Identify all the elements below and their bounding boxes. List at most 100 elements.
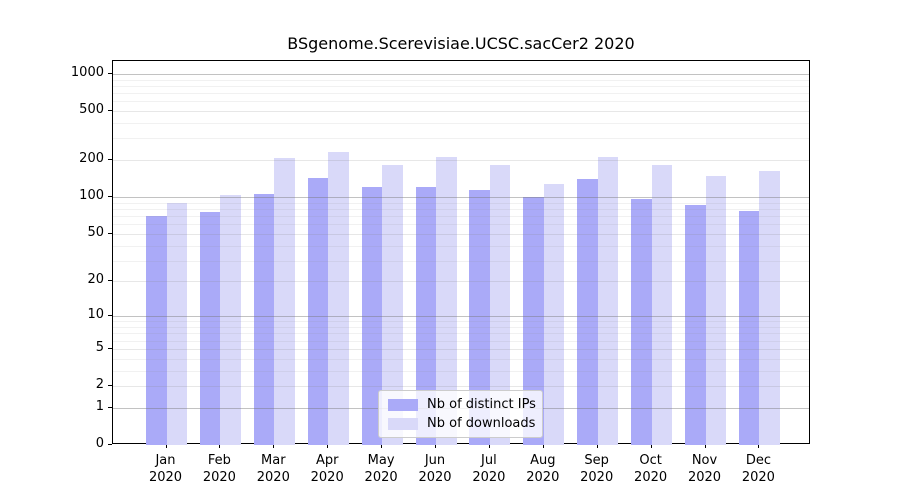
y-tick-mark-5 <box>108 347 112 349</box>
bar-downloads-jan <box>166 202 187 445</box>
x-tick-mark-jul <box>488 444 490 448</box>
x-tick-month: Dec <box>745 453 771 468</box>
x-tick-mark-sep <box>596 444 598 448</box>
y-tick-label-50: 50 <box>87 224 104 240</box>
chart-title: BSgenome.Scerevisiae.UCSC.sacCer2 2020 <box>287 34 635 53</box>
x-tick-month: Jul <box>481 453 497 468</box>
y-tick-mark-50 <box>108 232 112 234</box>
bar-distinct-ips-feb <box>199 211 221 445</box>
y-tick-label-1: 1 <box>95 398 104 414</box>
x-tick-label-feb: Feb 2020 <box>189 452 249 486</box>
bar-downloads-feb <box>220 194 241 445</box>
x-tick-year: 2020 <box>202 470 236 485</box>
x-tick-year: 2020 <box>148 470 183 485</box>
x-tick-year: 2020 <box>580 470 614 485</box>
x-tick-year: 2020 <box>364 470 398 485</box>
x-tick-month: Feb <box>207 453 231 468</box>
bar-downloads-jul <box>489 164 511 445</box>
x-tick-label-dec: Dec 2020 <box>728 452 788 486</box>
legend-swatch-distinct-ips <box>388 398 418 411</box>
bar-distinct-ips-apr <box>307 177 329 445</box>
x-tick-month: Jan <box>155 453 176 468</box>
y-tick-label-10: 10 <box>87 307 104 323</box>
bar-distinct-ips-oct <box>631 198 652 445</box>
bar-downloads-jun <box>436 157 457 445</box>
x-tick-year: 2020 <box>418 470 452 485</box>
y-tick-label-0: 0 <box>95 436 104 451</box>
x-tick-mark-dec <box>758 444 760 448</box>
x-tick-month: Jun <box>424 453 446 468</box>
bar-distinct-ips-sep <box>577 178 598 445</box>
x-tick-mark-aug <box>542 444 544 448</box>
legend-label-downloads: Nb of downloads <box>427 416 536 431</box>
x-tick-year: 2020 <box>256 470 290 485</box>
y-tick-label-100: 100 <box>79 188 104 204</box>
bar-distinct-ips-may <box>361 187 383 445</box>
y-tick-label-1000: 1000 <box>70 64 104 80</box>
y-tick-label-5: 5 <box>95 339 104 355</box>
y-tick-mark-200 <box>108 159 112 161</box>
x-tick-label-aug: Aug 2020 <box>513 452 573 486</box>
legend-label-distinct-ips: Nb of distinct IPs <box>427 397 536 412</box>
bar-downloads-apr <box>328 152 349 445</box>
x-tick-year: 2020 <box>526 470 560 485</box>
x-tick-mark-mar <box>273 444 275 448</box>
x-tick-mark-feb <box>219 444 221 448</box>
bars-layer <box>113 61 809 445</box>
x-tick-label-oct: Oct 2020 <box>621 452 681 486</box>
legend: Nb of distinct IPs Nb of downloads <box>378 390 543 438</box>
x-tick-month: Nov <box>691 453 718 468</box>
bar-downloads-nov <box>705 175 726 445</box>
bar-distinct-ips-aug <box>523 197 544 445</box>
bar-distinct-ips-jul <box>469 189 490 445</box>
bar-distinct-ips-nov <box>685 204 706 445</box>
x-tick-label-nov: Nov 2020 <box>675 452 735 486</box>
y-tick-mark-0 <box>108 444 112 445</box>
y-tick-mark-2 <box>108 385 112 386</box>
y-tick-label-200: 200 <box>79 151 104 167</box>
bar-downloads-sep <box>597 157 619 445</box>
bar-distinct-ips-mar <box>253 193 275 445</box>
x-tick-mark-jun <box>435 444 436 448</box>
x-tick-year: 2020 <box>741 470 775 485</box>
x-tick-year: 2020 <box>472 470 506 485</box>
x-tick-label-may: May 2020 <box>351 452 411 486</box>
x-tick-year: 2020 <box>687 470 722 485</box>
bar-downloads-oct <box>651 165 673 445</box>
x-tick-mark-oct <box>650 444 652 448</box>
x-tick-year: 2020 <box>634 470 668 485</box>
bar-distinct-ips-dec <box>738 210 760 445</box>
x-tick-label-apr: Apr 2020 <box>297 452 357 486</box>
x-tick-mark-apr <box>327 444 329 448</box>
x-tick-label-jan: Jan 2020 <box>136 452 196 486</box>
x-tick-label-mar: Mar 2020 <box>243 452 303 486</box>
x-tick-mark-jan <box>165 444 167 448</box>
y-tick-mark-1 <box>108 406 112 408</box>
bar-distinct-ips-jun <box>415 187 436 445</box>
bar-downloads-may <box>382 164 403 445</box>
bar-downloads-dec <box>759 171 780 445</box>
y-tick-mark-1000 <box>108 72 112 74</box>
x-tick-mark-may <box>381 444 383 448</box>
plot-area <box>112 60 810 445</box>
y-tick-mark-100 <box>108 196 112 198</box>
x-tick-month: Apr <box>315 453 339 468</box>
bar-downloads-mar <box>274 157 295 445</box>
bar-downloads-aug <box>543 183 565 445</box>
y-tick-label-20: 20 <box>87 272 104 288</box>
bar-distinct-ips-jan <box>146 216 167 445</box>
x-tick-month: May <box>367 453 395 468</box>
legend-item-distinct-ips: Nb of distinct IPs <box>388 397 536 412</box>
x-tick-label-jun: Jun 2020 <box>405 452 465 486</box>
y-tick-label-500: 500 <box>79 102 104 117</box>
y-tick-label-2: 2 <box>95 377 104 392</box>
x-tick-label-jul: Jul 2020 <box>459 452 519 486</box>
x-tick-month: Aug <box>530 453 556 468</box>
x-tick-year: 2020 <box>310 470 344 485</box>
x-tick-month: Oct <box>639 453 662 468</box>
legend-item-downloads: Nb of downloads <box>388 416 536 431</box>
x-tick-mark-nov <box>704 444 706 448</box>
legend-swatch-downloads <box>388 417 418 430</box>
x-tick-month: Sep <box>584 453 609 468</box>
